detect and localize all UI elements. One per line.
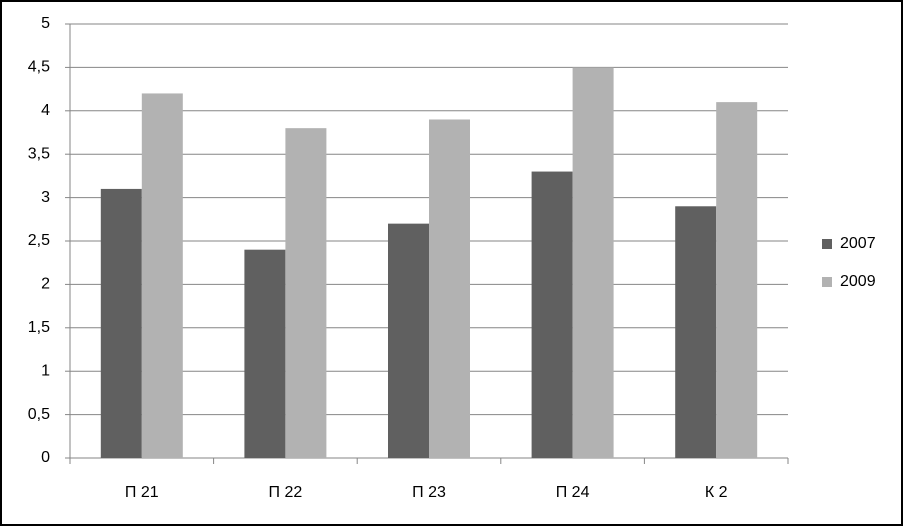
- bar: [572, 67, 614, 459]
- legend-swatch: [822, 239, 832, 249]
- bar: [141, 93, 183, 458]
- bar: [244, 249, 286, 458]
- y-tick-label: 0: [41, 449, 50, 466]
- x-tick-label: П 21: [125, 484, 159, 501]
- bar: [388, 223, 429, 458]
- y-tick-label: 4,5: [28, 59, 50, 76]
- y-tick-label: 1,5: [28, 319, 50, 336]
- legend-label: 2009: [840, 273, 876, 290]
- bar: [285, 128, 327, 458]
- x-tick-label: П 24: [556, 484, 590, 501]
- legend-swatch: [822, 277, 832, 287]
- bar: [429, 119, 470, 458]
- y-tick-label: 2,5: [28, 232, 50, 249]
- x-tick-label: П 22: [269, 484, 303, 501]
- y-tick-label: 3: [41, 189, 50, 206]
- y-tick-label: 1: [41, 362, 50, 379]
- bar: [716, 102, 758, 459]
- y-tick-label: 4: [41, 102, 50, 119]
- x-tick-label: П 23: [412, 484, 446, 501]
- x-tick-label: К 2: [705, 484, 728, 501]
- bar: [675, 206, 717, 458]
- y-tick-label: 3,5: [28, 145, 50, 162]
- bar: [100, 188, 142, 459]
- legend-label: 2007: [840, 235, 876, 252]
- bar: [531, 171, 573, 458]
- y-tick-label: 5: [41, 15, 50, 32]
- y-tick-label: 0,5: [28, 406, 50, 423]
- y-tick-label: 2: [41, 276, 50, 293]
